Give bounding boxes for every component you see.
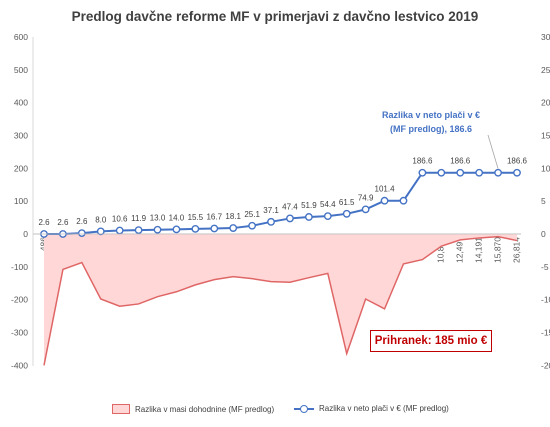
line-data-label: 8.0 <box>95 215 107 224</box>
legend-swatch-line <box>294 404 314 413</box>
x-tick-label: 10,803 <box>436 237 446 263</box>
line-data-label: 11.9 <box>131 214 147 223</box>
line-series-point <box>134 226 143 234</box>
line-data-label: 61.5 <box>339 198 355 207</box>
area-series-fill <box>44 234 517 366</box>
line-data-label: 54.4 <box>320 200 336 209</box>
line-series-point <box>361 205 370 214</box>
y-right-tick-label: 20 <box>541 98 550 108</box>
y-left-tick-label: 400 <box>14 98 28 108</box>
area-series-layer <box>43 234 518 366</box>
x-tick-label: 26,814 <box>511 237 521 263</box>
y-left-tick-label: 100 <box>14 196 28 206</box>
line-data-label: 2.6 <box>76 217 88 226</box>
line-series-point <box>437 168 446 177</box>
y-left-tick-label: 0 <box>23 229 28 239</box>
line-series-point <box>513 168 521 177</box>
y-right-tick-label: -10 <box>541 295 550 305</box>
line-series-point <box>248 221 257 230</box>
line-series-path <box>44 171 517 235</box>
y-right-tick-label: -15 <box>541 328 550 338</box>
legend-item-area: Razlika v masi dohodnine (MF predlog) <box>112 404 274 414</box>
line-data-label: 51.9 <box>301 201 317 210</box>
y-left-tick-label: 600 <box>14 32 28 42</box>
y-right-tick-label: -20 <box>541 360 550 370</box>
y-right-tick-label: 10 <box>541 163 550 173</box>
line-series-point <box>191 225 200 233</box>
legend-item-line: Razlika v neto plači v € (MF predlog) <box>294 404 449 413</box>
line-data-label: 2.6 <box>38 218 50 227</box>
y-right-tick-label: -5 <box>541 262 549 272</box>
line-series-point <box>418 168 427 177</box>
y-left-tick-label: -300 <box>11 328 28 338</box>
line-series-point <box>115 226 124 235</box>
line-data-label: 186.6 <box>450 157 471 166</box>
savings-annotation: Prihranek: 185 mio € <box>370 330 492 352</box>
y-right-tick-label: 5 <box>541 196 546 206</box>
line-data-label: 2.6 <box>57 218 69 227</box>
line-data-label: 14.0 <box>169 213 185 222</box>
line-data-label: 10.6 <box>112 215 128 224</box>
labels-layer: 2.6 2.6 2.6 8.0 10.6 11.9 13.0 14.0 15.5 16.7 18.1… <box>38 157 527 227</box>
line-series-point <box>153 225 162 234</box>
line-series-point <box>323 212 332 221</box>
line-data-label: 15.5 <box>188 213 204 222</box>
line-data-label: 186.6 <box>507 157 528 166</box>
x-tick-label: 12,497 <box>454 237 464 263</box>
y-left-tick-label: -200 <box>11 295 28 305</box>
area-series-outline <box>43 235 518 366</box>
line-series-point <box>380 196 389 205</box>
line-series-point <box>267 217 275 226</box>
line-series-point <box>456 168 465 177</box>
line-data-label: 16.7 <box>206 213 222 222</box>
legend-label-line: Razlika v neto plači v € (MF predlog) <box>319 404 449 413</box>
line-series-point <box>286 214 294 223</box>
callout-layer: Razlika v neto plači v € (MF predlog), 18… <box>382 110 499 169</box>
line-series-point <box>210 224 219 233</box>
line-data-label: 37.1 <box>263 206 279 215</box>
callout-line-1: Razlika v neto plači v € <box>382 110 480 120</box>
line-series-point <box>475 168 484 177</box>
line-data-label: 18.1 <box>225 212 241 221</box>
x-tick-label: 486 <box>38 237 48 251</box>
line-series-point <box>229 224 238 232</box>
line-data-label: 25.1 <box>244 210 260 219</box>
y-right-tick-label: 25 <box>541 65 550 75</box>
callout-line-2: (MF predlog), 186.6 <box>390 124 472 134</box>
line-data-label: 101.4 <box>375 185 396 194</box>
line-data-label: 13.0 <box>150 214 166 223</box>
callout-leader-line <box>487 134 499 169</box>
line-series-point <box>494 168 502 177</box>
line-data-label: 47.4 <box>282 202 298 211</box>
y-left-tick-label: 500 <box>14 65 28 75</box>
legend-swatch-area <box>112 404 130 414</box>
legend-label-area: Razlika v masi dohodnine (MF predlog) <box>135 404 275 414</box>
y-right-tick-label: 15 <box>541 131 550 141</box>
line-series-point <box>342 209 351 218</box>
y-left-tick-label: -400 <box>11 360 28 370</box>
chart-title: Predlog davčne reforme MF v primerjavi z… <box>71 9 479 24</box>
y-left-tick-label: -100 <box>11 262 28 272</box>
x-tick-label: 15,870 <box>492 237 502 263</box>
y-right-tick-label: 30 <box>541 32 550 42</box>
line-series-point <box>96 227 105 236</box>
y-left-tick-label: 300 <box>14 131 28 141</box>
line-data-label: 186.6 <box>412 157 433 166</box>
y-left-tick-label: 200 <box>14 163 28 173</box>
line-series-point <box>304 213 313 221</box>
line-series-point <box>77 229 86 238</box>
line-series-layer <box>40 168 521 238</box>
legend: Razlika v masi dohodnine (MF predlog) Ra… <box>0 404 550 420</box>
line-series-point <box>172 225 181 234</box>
x-tick-label: 14,191 <box>473 237 483 263</box>
line-data-label: 74.9 <box>358 193 374 202</box>
line-series-point <box>399 196 408 205</box>
y-right-tick-label: 0 <box>541 229 546 239</box>
axes-layer: -400-300-200-1000100200300400500600-20-1… <box>11 32 550 370</box>
